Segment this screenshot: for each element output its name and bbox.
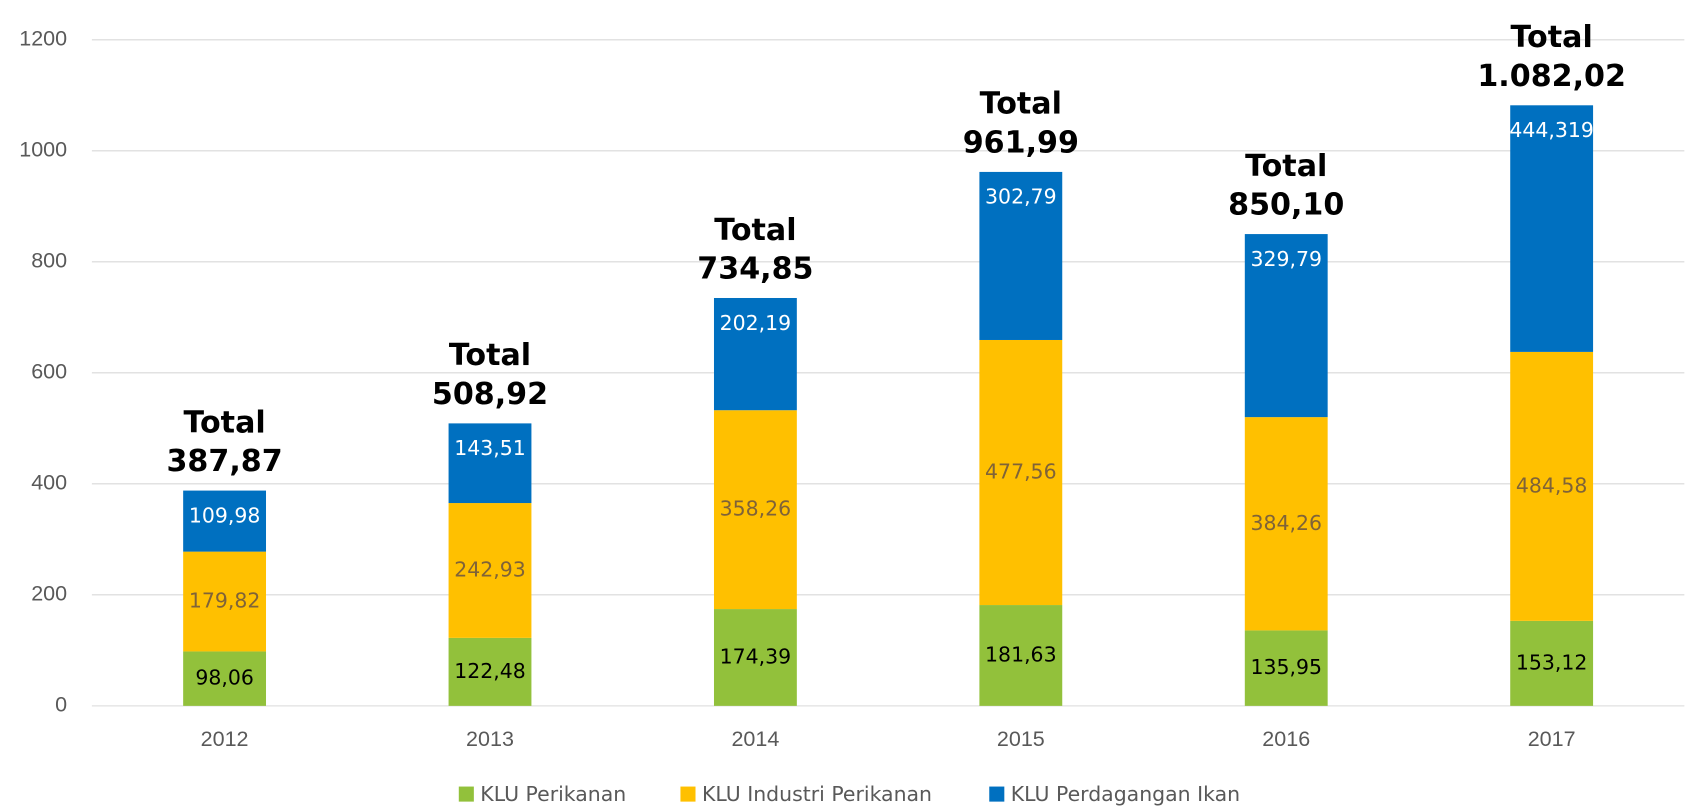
x-tick-label: 2012 — [201, 727, 249, 751]
segment-label: 181,63 — [985, 642, 1057, 666]
bar-segment — [1510, 351, 1594, 621]
segment-label: 444,319 — [1509, 118, 1594, 142]
y-tick-label: 600 — [31, 360, 67, 384]
y-tick-label: 0 — [55, 693, 67, 717]
segment-label: 98,06 — [195, 666, 254, 690]
bar-segment — [183, 490, 267, 552]
bar-segment — [713, 609, 797, 706]
y-tick-label: 200 — [31, 582, 67, 606]
bar-segment — [183, 651, 267, 706]
segment-label: 384,26 — [1250, 511, 1322, 535]
segment-label: 484,58 — [1516, 473, 1588, 497]
segment-label: 143,51 — [454, 436, 526, 460]
segment-label: 358,26 — [720, 497, 792, 521]
bar-segment — [1244, 417, 1328, 631]
total-title: Total — [449, 338, 531, 373]
segment-label: 302,79 — [985, 185, 1057, 209]
bar-segment — [1510, 620, 1594, 706]
total-label: 850,10 — [1228, 188, 1344, 223]
legend-swatch — [680, 786, 696, 802]
segment-label: 179,82 — [189, 589, 261, 613]
bar-segment — [448, 637, 532, 706]
y-tick-label: 1200 — [19, 26, 67, 50]
y-tick-label: 400 — [31, 471, 67, 495]
legend-swatch — [989, 786, 1005, 802]
total-label: 387,87 — [166, 444, 282, 479]
bar-segment — [713, 297, 797, 411]
segment-label: 329,79 — [1250, 247, 1322, 271]
segment-label: 122,48 — [454, 659, 526, 683]
segment-label: 202,19 — [720, 311, 792, 335]
total-title: Total — [1511, 20, 1593, 55]
x-tick-label: 2016 — [1262, 727, 1310, 751]
bar-segment — [1244, 234, 1328, 418]
total-label: 1.082,02 — [1477, 59, 1626, 94]
segment-label: 109,98 — [189, 503, 261, 527]
x-tick-label: 2015 — [997, 727, 1045, 751]
total-label: 508,92 — [432, 377, 548, 412]
total-title: Total — [714, 213, 796, 248]
segment-label: 135,95 — [1250, 655, 1322, 679]
bar-segment — [448, 423, 532, 504]
segment-label: 477,56 — [985, 460, 1057, 484]
x-tick-label: 2014 — [731, 727, 779, 751]
legend-label: KLU Industri Perikanan — [702, 782, 932, 806]
total-label: 734,85 — [697, 252, 813, 287]
y-tick-label: 1000 — [19, 138, 67, 162]
bar-segment — [713, 410, 797, 610]
segment-label: 242,93 — [454, 557, 526, 581]
total-title: Total — [183, 405, 265, 440]
x-tick-label: 2017 — [1528, 727, 1576, 751]
bar-segment — [448, 503, 532, 638]
segment-label: 174,39 — [720, 644, 792, 668]
total-title: Total — [980, 87, 1062, 122]
bar-segment — [979, 171, 1063, 340]
legend-label: KLU Perikanan — [480, 782, 626, 806]
bar-segment — [1244, 630, 1328, 706]
y-tick-label: 800 — [31, 249, 67, 273]
bar-segment — [1510, 105, 1594, 352]
bar-segment — [979, 605, 1063, 706]
legend-label: KLU Perdagangan Ikan — [1011, 782, 1240, 806]
bar-segment — [183, 551, 267, 652]
x-tick-label: 2013 — [466, 727, 514, 751]
legend-swatch — [458, 786, 474, 802]
total-label: 961,99 — [963, 125, 1079, 160]
segment-label: 153,12 — [1516, 650, 1588, 674]
total-title: Total — [1245, 149, 1327, 184]
bar-segment — [979, 339, 1063, 606]
